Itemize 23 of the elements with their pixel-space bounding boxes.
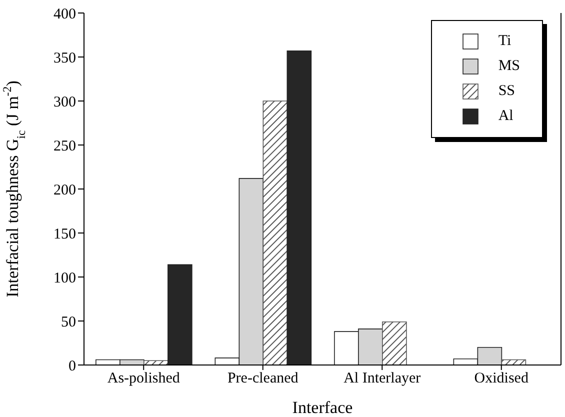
y-tick-label: 0 [68,358,76,374]
y-tick-label: 400 [54,6,76,22]
bar [168,264,192,365]
x-tick-label: Pre-cleaned [227,370,299,387]
legend-label: MS [498,58,520,75]
bar [144,360,168,365]
x-axis-title: Interface [292,398,353,417]
x-tick-label: As-polished [107,370,180,387]
y-tick-label: 350 [54,50,76,66]
y-tick-label: 300 [54,94,76,110]
y-tick-label: 200 [54,182,76,198]
y-tick-label: 250 [54,138,76,154]
y-tick-label: 50 [61,314,76,330]
x-tick-label: Oxidised [474,370,529,387]
legend-label: SS [498,83,515,100]
bar [262,100,288,365]
y-tick-label: 150 [54,226,76,242]
x-tick-label: Al Interlayer [344,370,421,387]
bar [286,50,312,365]
y-tick-label: 100 [54,270,76,286]
legend-label: Al [498,108,514,125]
legend-label: Ti [498,33,512,50]
bar [382,321,407,365]
